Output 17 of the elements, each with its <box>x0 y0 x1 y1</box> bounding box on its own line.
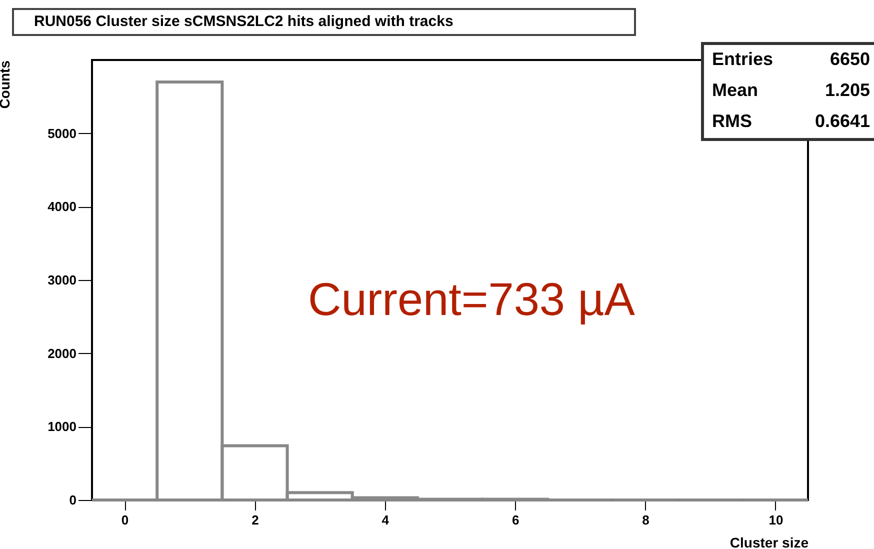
x-tick-label: 0 <box>121 512 129 528</box>
y-tick-label: 2000 <box>48 346 76 361</box>
y-tick-label: 3000 <box>48 272 76 288</box>
x-tick-label: 4 <box>382 512 390 528</box>
y-tick-label: 0 <box>69 492 76 508</box>
x-tick-label: 6 <box>512 512 520 528</box>
x-tick-label: 8 <box>642 512 650 528</box>
y-axis-title: Counts <box>0 60 12 109</box>
x-axis-title: Cluster size <box>730 534 809 549</box>
y-tick-label: 1000 <box>48 419 76 434</box>
x-tick-label: 10 <box>768 512 784 528</box>
y-tick-label: 5000 <box>48 126 76 141</box>
stats-box: Entries 6650 Mean 1.205 RMS 0.6641 <box>701 42 874 141</box>
x-tick-label: 2 <box>252 512 259 528</box>
y-tick-label: 4000 <box>48 199 76 214</box>
annotation: Current=733 µA <box>308 272 635 326</box>
chart-title: RUN056 Cluster size sCMSNS2LC2 hits aligned with tracks <box>12 8 636 36</box>
